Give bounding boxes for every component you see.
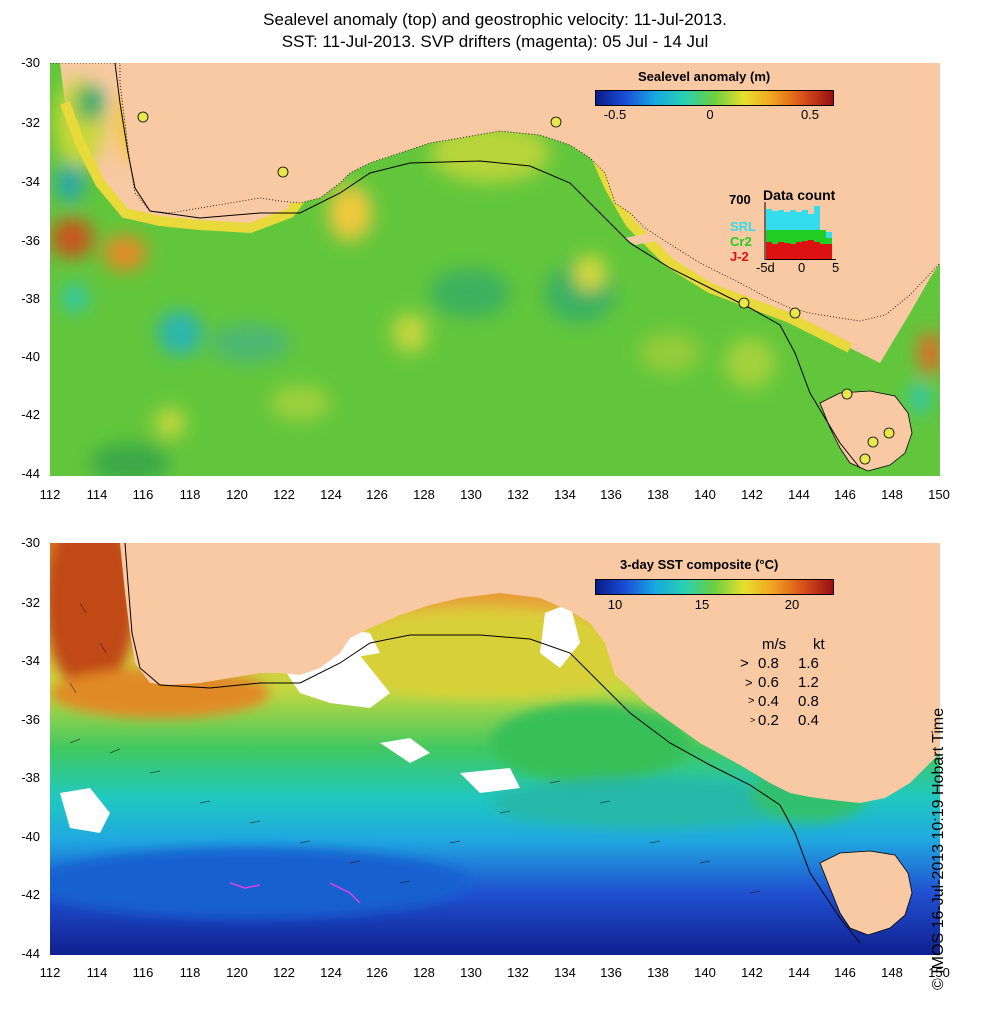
lon-label: 146 xyxy=(834,487,856,502)
lat-label: -38 xyxy=(21,291,40,306)
velocity-row-kt: 0.4 xyxy=(798,712,819,729)
velocity-arrow-06: > xyxy=(745,675,753,690)
sla-tick-pos: 0.5 xyxy=(800,107,820,122)
lon-label: 132 xyxy=(507,965,529,980)
lon-label: 118 xyxy=(179,487,201,502)
lat-label: -32 xyxy=(21,115,40,130)
data-count-series-j2: J-2 xyxy=(730,249,749,264)
lon-label: 142 xyxy=(741,965,763,980)
velocity-header-kt: kt xyxy=(813,636,825,653)
lon-label: 124 xyxy=(320,487,342,502)
lat-label: -32 xyxy=(21,595,40,610)
sst-tick-15: 15 xyxy=(694,597,710,612)
data-count-ymax: 700 xyxy=(729,192,751,207)
lat-label: -36 xyxy=(21,233,40,248)
lon-label: 138 xyxy=(647,965,669,980)
lon-label: 150 xyxy=(928,487,950,502)
data-count-series-srl: SRL xyxy=(730,219,756,234)
lon-label: 120 xyxy=(226,965,248,980)
lon-label: 114 xyxy=(86,487,108,502)
sla-colorbar-title: Sealevel anomaly (m) xyxy=(638,69,771,84)
sst-map-graphic xyxy=(50,543,940,955)
lat-label: -36 xyxy=(21,712,40,727)
lon-label: 116 xyxy=(132,965,154,980)
velocity-row-ms: 0.8 xyxy=(758,655,779,672)
lon-label: 150 xyxy=(928,965,950,980)
data-count-x-neg: -5d xyxy=(756,260,775,275)
figure-title-line2: SST: 11-Jul-2013. SVP drifters (magenta)… xyxy=(281,32,709,51)
sst-tick-20: 20 xyxy=(784,597,800,612)
sst-colorbar-title: 3-day SST composite (°C) xyxy=(620,557,779,572)
lon-label: 116 xyxy=(132,487,154,502)
sla-tick-zero: 0 xyxy=(706,107,714,122)
lon-label: 114 xyxy=(86,965,108,980)
lat-label: -34 xyxy=(21,653,40,668)
lon-label: 132 xyxy=(507,487,529,502)
velocity-row-kt: 0.8 xyxy=(798,693,819,710)
lon-label: 144 xyxy=(788,487,810,502)
sla-map-graphic xyxy=(50,63,940,476)
velocity-arrow-02: > xyxy=(750,715,756,725)
velocity-header-ms: m/s xyxy=(762,636,787,653)
lon-label: 144 xyxy=(788,965,810,980)
lat-label: -30 xyxy=(21,55,40,70)
lat-label: -44 xyxy=(21,946,40,961)
lon-label: 112 xyxy=(39,487,61,502)
lon-label: 130 xyxy=(460,965,482,980)
lon-label: 126 xyxy=(366,487,388,502)
lon-label: 128 xyxy=(413,487,435,502)
lat-label: -44 xyxy=(21,466,40,481)
sea-level-anomaly-map: Sealevel anomaly (m) -0.5 0 0.5 Data cou… xyxy=(50,63,940,476)
velocity-arrow-08: > xyxy=(740,655,749,672)
lon-label: 148 xyxy=(881,487,903,502)
lon-label: 128 xyxy=(413,965,435,980)
lon-label: 134 xyxy=(554,965,576,980)
lon-label: 140 xyxy=(694,965,716,980)
sla-tick-neg: -0.5 xyxy=(603,107,627,122)
sst-map: 3-day SST composite (°C) 10 15 20 m/s kt… xyxy=(50,543,940,955)
imos-credit: © IMOS 16-Jul-2013 10:19 Hobart Time xyxy=(930,707,947,990)
lat-label: -42 xyxy=(21,887,40,902)
lon-label: 136 xyxy=(600,487,622,502)
lon-label: 122 xyxy=(273,965,295,980)
lat-label: -40 xyxy=(21,349,40,364)
data-count-x-pos: 5 xyxy=(832,260,840,275)
sst-tick-10: 10 xyxy=(607,597,623,612)
velocity-row-kt: 1.2 xyxy=(798,674,819,691)
data-count-x-zero: 0 xyxy=(798,260,806,275)
lon-label: 140 xyxy=(694,487,716,502)
lat-label: -38 xyxy=(21,770,40,785)
lat-label: -40 xyxy=(21,829,40,844)
lon-label: 130 xyxy=(460,487,482,502)
data-count-bars xyxy=(764,202,836,260)
velocity-row-ms: 0.6 xyxy=(758,674,779,691)
sla-colorbar xyxy=(595,90,834,106)
lon-label: 136 xyxy=(600,965,622,980)
velocity-row-kt: 1.6 xyxy=(798,655,819,672)
lon-label: 138 xyxy=(647,487,669,502)
lon-label: 112 xyxy=(39,965,61,980)
data-count-series-cr2: Cr2 xyxy=(730,234,752,249)
lon-label: 124 xyxy=(320,965,342,980)
lat-label: -30 xyxy=(21,535,40,550)
lat-label: -42 xyxy=(21,407,40,422)
sst-colorbar xyxy=(595,579,834,595)
lon-label: 146 xyxy=(834,965,856,980)
velocity-arrow-04: > xyxy=(748,695,755,707)
lat-label: -34 xyxy=(21,174,40,189)
velocity-row-ms: 0.4 xyxy=(758,693,779,710)
lon-label: 148 xyxy=(881,965,903,980)
lon-label: 126 xyxy=(366,965,388,980)
lon-label: 122 xyxy=(273,487,295,502)
figure-title-line1: Sealevel anomaly (top) and geostrophic v… xyxy=(263,10,727,29)
lon-label: 134 xyxy=(554,487,576,502)
velocity-row-ms: 0.2 xyxy=(758,712,779,729)
lon-label: 118 xyxy=(179,965,201,980)
lon-label: 120 xyxy=(226,487,248,502)
data-count-title: Data count xyxy=(763,187,836,203)
lon-label: 142 xyxy=(741,487,763,502)
